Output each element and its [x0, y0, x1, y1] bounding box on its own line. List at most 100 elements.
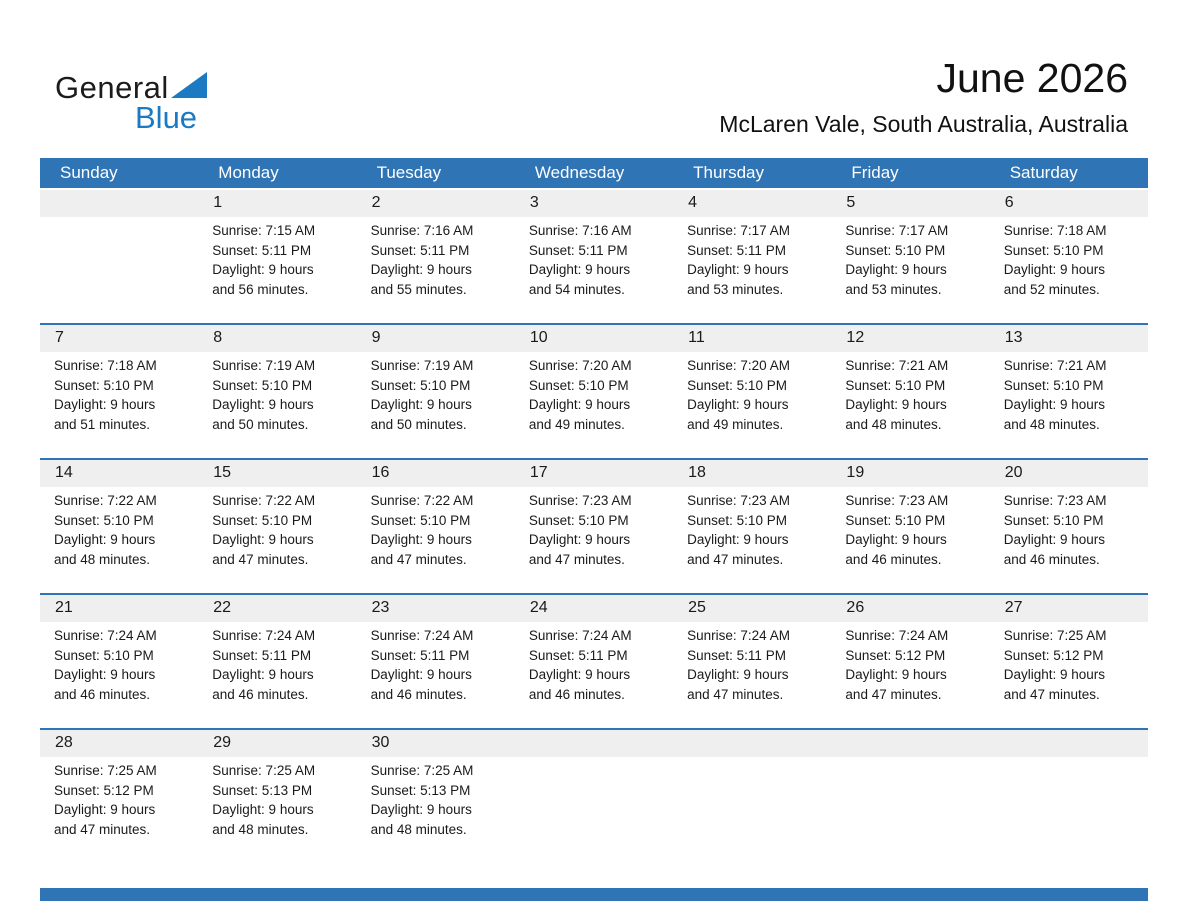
- day-number-cell: [40, 190, 198, 217]
- daylight-text-line1: Daylight: 9 hours: [687, 532, 789, 547]
- weekday-header-friday: Friday: [851, 163, 899, 182]
- sunrise-text: Sunrise: 7:24 AM: [528, 628, 632, 643]
- week-body-row: Sunrise: 7:22 AM Sunset: 5:10 PM Daylight:…: [40, 487, 1148, 569]
- logo-text-general: General: [55, 70, 169, 105]
- daylight-text-line1: Daylight: 9 hours: [528, 532, 631, 547]
- daylight-text-line1: Daylight: 9 hours: [370, 667, 472, 682]
- day-cell: Sunrise: 7:21 AM Sunset: 5:10 PM Daylight:…: [831, 352, 989, 434]
- sunset-text: Sunset: 5:10 PM: [1003, 242, 1104, 258]
- day-number: 7: [55, 329, 64, 346]
- day-number: 18: [688, 464, 706, 481]
- day-cell: Sunrise: 7:22 AM Sunset: 5:10 PM Daylight:…: [357, 487, 515, 569]
- week-row: 28 29 30 Sunrise: 7:25 AM Sunset: 5:12 PM Day…: [40, 728, 1148, 863]
- day-cell: Sunrise: 7:23 AM Sunset: 5:10 PM Daylight:…: [990, 487, 1148, 569]
- day-number-cell: 5: [831, 190, 989, 217]
- week-body-row: Sunrise: 7:24 AM Sunset: 5:10 PM Daylight:…: [40, 622, 1148, 704]
- day-number-cell: 10: [515, 325, 673, 352]
- daylight-text-line1: Daylight: 9 hours: [212, 667, 314, 682]
- day-number-cell: [990, 730, 1148, 757]
- sunrise-text: Sunrise: 7:24 AM: [370, 628, 474, 643]
- daylight-text-line2: and 48 minutes.: [845, 416, 942, 432]
- sunset-text: Sunset: 5:11 PM: [212, 242, 312, 258]
- day-number-cell: 3: [515, 190, 673, 217]
- daylight-text-line1: Daylight: 9 hours: [54, 397, 156, 412]
- day-cell: Sunrise: 7:24 AM Sunset: 5:11 PM Daylight:…: [673, 622, 831, 704]
- day-cell: Sunrise: 7:21 AM Sunset: 5:10 PM Daylight:…: [990, 352, 1148, 434]
- sunrise-text: Sunrise: 7:21 AM: [845, 358, 949, 373]
- sunset-text: Sunset: 5:11 PM: [212, 647, 312, 663]
- daylight-text-line2: and 49 minutes.: [687, 416, 784, 432]
- week-row: 1 2 3 4 5 6 Sunrise: 7:15 AM Sunset: 5:11 PM Day…: [40, 188, 1148, 323]
- daylight-text-line1: Daylight: 9 hours: [528, 397, 631, 412]
- daylight-text-line1: Daylight: 9 hours: [370, 397, 472, 412]
- empty-day-cell: [990, 757, 1148, 839]
- day-cell: Sunrise: 7:19 AM Sunset: 5:10 PM Daylight:…: [198, 352, 356, 434]
- day-number: 5: [846, 194, 856, 211]
- sunset-text: Sunset: 5:10 PM: [845, 512, 946, 528]
- daylight-text-line1: Daylight: 9 hours: [54, 532, 156, 547]
- day-cell: Sunrise: 7:24 AM Sunset: 5:11 PM Daylight:…: [357, 622, 515, 704]
- day-number: 29: [213, 734, 232, 751]
- day-number-cell: 29: [198, 730, 356, 757]
- daylight-text-line2: and 47 minutes.: [687, 551, 784, 567]
- general-blue-logo: General Blue: [55, 70, 207, 136]
- day-number-cell: 28: [40, 730, 198, 757]
- day-number-cell: 27: [990, 595, 1148, 622]
- day-cell: Sunrise: 7:25 AM Sunset: 5:13 PM Daylight:…: [198, 757, 356, 839]
- day-number-cell: 13: [990, 325, 1148, 352]
- sunset-text: Sunset: 5:12 PM: [845, 647, 946, 663]
- location-subtitle: McLaren Vale, South Australia, Australia: [719, 111, 1128, 137]
- day-number: 3: [529, 194, 539, 211]
- day-number-cell: 26: [831, 595, 989, 622]
- sunrise-text: Sunrise: 7:24 AM: [212, 628, 316, 643]
- daylight-text-line1: Daylight: 9 hours: [54, 802, 156, 817]
- daylight-text-line2: and 53 minutes.: [687, 281, 784, 297]
- daylight-text-line1: Daylight: 9 hours: [687, 262, 789, 277]
- sunrise-text: Sunrise: 7:18 AM: [1003, 223, 1107, 238]
- sunrise-text: Sunrise: 7:25 AM: [370, 763, 474, 778]
- sunrise-text: Sunrise: 7:20 AM: [687, 358, 790, 373]
- day-number: 28: [55, 734, 73, 751]
- day-number-cell: 6: [990, 190, 1148, 217]
- day-cell: Sunrise: 7:25 AM Sunset: 5:13 PM Daylight:…: [357, 757, 515, 839]
- day-number: 14: [55, 464, 73, 481]
- daylight-text-line1: Daylight: 9 hours: [1003, 667, 1106, 682]
- title-block: June 2026 McLaren Vale, South Australia,…: [719, 55, 1128, 138]
- calendar-weeks: 1 2 3 4 5 6 Sunrise: 7:15 AM Sunset: 5:11 PM Day…: [40, 188, 1148, 863]
- sunset-text: Sunset: 5:10 PM: [845, 242, 946, 258]
- calendar-table: Sunday Monday Tuesday Wednesday Thursday Frid…: [40, 158, 1148, 901]
- daylight-text-line1: Daylight: 9 hours: [212, 262, 314, 277]
- day-number-cell: [831, 730, 989, 757]
- logo-triangle-icon: [170, 72, 207, 98]
- sunset-text: Sunset: 5:10 PM: [528, 377, 629, 393]
- daylight-text-line2: and 47 minutes.: [687, 686, 784, 702]
- day-number-cell: 9: [357, 325, 515, 352]
- daylight-text-line1: Daylight: 9 hours: [54, 667, 156, 682]
- sunrise-text: Sunrise: 7:23 AM: [845, 493, 949, 508]
- day-cell: Sunrise: 7:20 AM Sunset: 5:10 PM Daylight:…: [673, 352, 831, 434]
- day-number-cell: 12: [831, 325, 989, 352]
- sunset-text: Sunset: 5:10 PM: [370, 377, 471, 393]
- day-cell: Sunrise: 7:23 AM Sunset: 5:10 PM Daylight:…: [673, 487, 831, 569]
- day-number: 6: [1004, 194, 1014, 211]
- day-number-cell: 24: [515, 595, 673, 622]
- daylight-text-line2: and 47 minutes.: [54, 821, 151, 837]
- day-number: 4: [688, 194, 698, 211]
- day-number: 8: [213, 329, 223, 346]
- day-number-cell: 18: [673, 460, 831, 487]
- sunrise-text: Sunrise: 7:22 AM: [370, 493, 474, 508]
- day-cell: Sunrise: 7:22 AM Sunset: 5:10 PM Daylight:…: [40, 487, 198, 569]
- empty-day-cell: [831, 757, 989, 839]
- daylight-text-line2: and 47 minutes.: [370, 551, 467, 567]
- sunrise-text: Sunrise: 7:20 AM: [528, 358, 632, 373]
- daylight-text-line1: Daylight: 9 hours: [845, 262, 947, 277]
- day-number: 21: [55, 599, 73, 616]
- sunset-text: Sunset: 5:10 PM: [212, 377, 313, 393]
- week-body-row: Sunrise: 7:18 AM Sunset: 5:10 PM Daylight:…: [40, 352, 1148, 434]
- day-number: 27: [1004, 599, 1023, 616]
- daylight-text-line2: and 53 minutes.: [845, 281, 942, 297]
- week-row: 21 22 23 24 25 26 27 Sunrise: 7:24 AM Sunset: 5:…: [40, 593, 1148, 728]
- daylight-text-line2: and 52 minutes.: [1003, 281, 1100, 297]
- day-number: 19: [846, 464, 865, 481]
- weekday-header-thursday: Thursday: [693, 163, 765, 182]
